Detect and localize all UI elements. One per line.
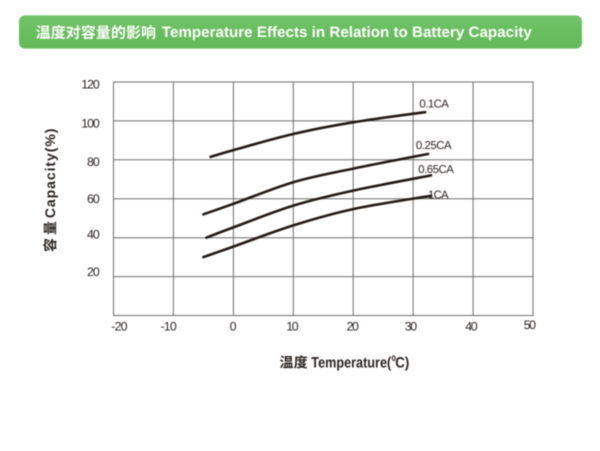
svg-text:20: 20 (347, 319, 359, 333)
svg-text:120: 120 (81, 77, 100, 91)
svg-text:40: 40 (465, 319, 477, 333)
svg-text:-10: -10 (160, 319, 176, 333)
svg-text:-20: -20 (111, 319, 127, 333)
svg-text:0.65CA: 0.65CA (418, 164, 454, 176)
svg-text:30: 30 (405, 319, 417, 333)
svg-text:1CA: 1CA (428, 189, 449, 201)
svg-text:Capacity(%): Capacity(%) (42, 129, 58, 219)
svg-text:20: 20 (87, 265, 100, 279)
svg-text:Temperature(: Temperature( (311, 354, 391, 371)
svg-text:10: 10 (286, 319, 298, 333)
svg-text:40: 40 (87, 228, 100, 242)
svg-text:0: 0 (392, 354, 397, 363)
svg-text:100: 100 (81, 116, 100, 130)
svg-text:50: 50 (524, 318, 536, 332)
svg-text:80: 80 (87, 155, 100, 169)
svg-text:0: 0 (230, 319, 237, 333)
svg-text:60: 60 (87, 192, 100, 206)
svg-text:0.1CA: 0.1CA (419, 99, 449, 111)
svg-text:0.25CA: 0.25CA (416, 140, 452, 152)
svg-text:C): C) (395, 354, 409, 371)
svg-text:Temperature Effects in Relatio: Temperature Effects in Relation to Batte… (162, 24, 533, 41)
